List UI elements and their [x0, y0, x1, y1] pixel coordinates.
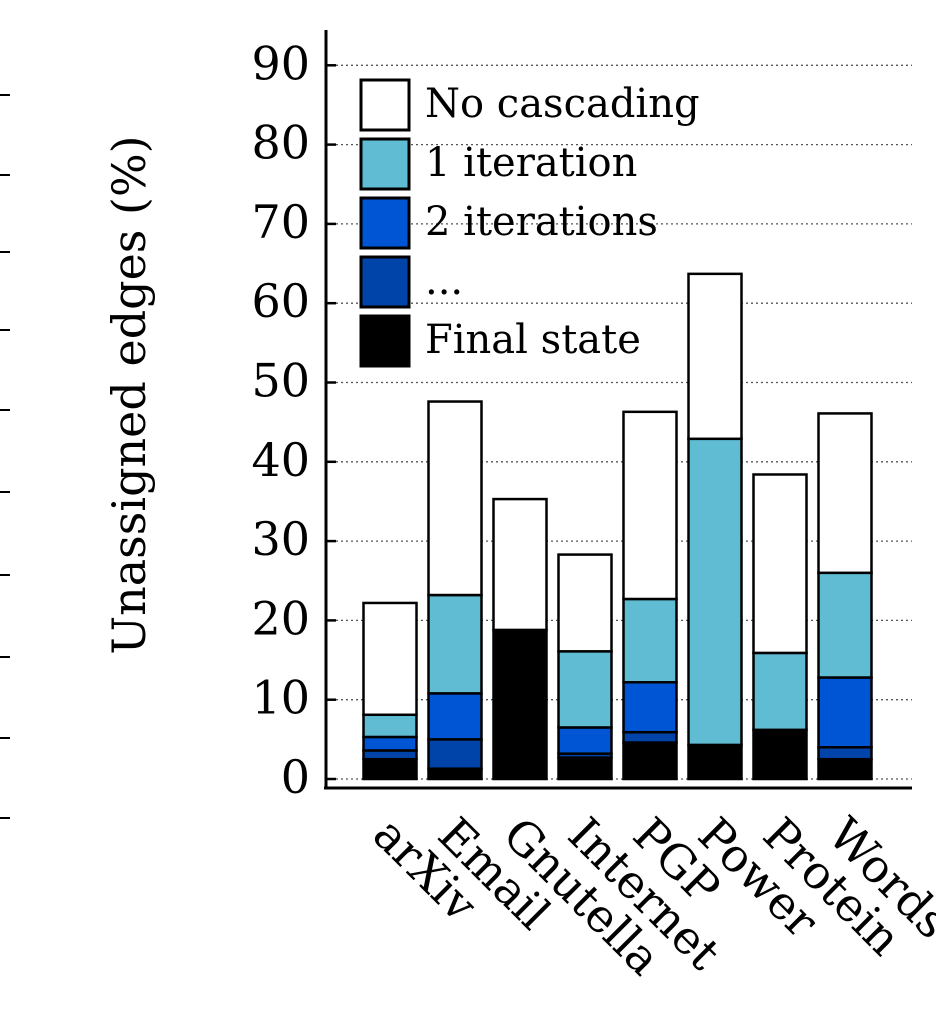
bar-segment-1-iteration — [427, 593, 483, 695]
axes — [324, 30, 912, 790]
bar-segment- — [622, 730, 678, 744]
legend-swatch — [359, 314, 411, 368]
bar-segment-1-iteration — [687, 437, 743, 747]
bar-segment- — [362, 749, 418, 761]
bar-segment-final-state — [427, 767, 483, 781]
y-tick-label: 80 — [251, 116, 310, 170]
y-tick-label: 60 — [251, 274, 310, 328]
bar-segment-no-cascading — [427, 400, 483, 597]
x-tick-labels: arXivEmailGnutellaInternetPGPPowerProtei… — [363, 807, 936, 986]
legend-swatch — [359, 137, 411, 191]
bar-segment-1-iteration — [557, 650, 613, 729]
bar-segment- — [817, 746, 873, 761]
y-tick-label: 20 — [251, 591, 310, 645]
legend-swatch — [359, 196, 411, 250]
bar-segment-no-cascading — [362, 601, 418, 717]
cropped-neighbor-axis — [0, 94, 10, 819]
legend-swatch — [359, 255, 411, 309]
y-tick-label: 40 — [251, 433, 310, 487]
bar-segment-final-state — [817, 757, 873, 781]
bar-segment-no-cascading — [557, 553, 613, 653]
bar-segment-final-state — [687, 743, 743, 781]
y-tick-label: 30 — [251, 512, 310, 566]
y-tick-label: 50 — [251, 354, 310, 408]
y-axis-label: Unassigned edges (%) — [102, 135, 156, 654]
bars — [362, 272, 873, 781]
y-tick-label: 0 — [281, 750, 310, 804]
bar-segment-1-iteration — [622, 597, 678, 684]
bar-segment-final-state — [752, 728, 808, 781]
bar-segment-final-state — [492, 628, 548, 781]
y-tick-label: 10 — [251, 671, 310, 725]
bar-segment-1-iteration — [817, 571, 873, 679]
bar-segment-1-iteration — [362, 713, 418, 739]
bar-segment-no-cascading — [752, 473, 808, 655]
bar-segment-no-cascading — [687, 272, 743, 441]
bar-segment-2-iterations — [622, 681, 678, 734]
bar-segment-2-iterations — [427, 692, 483, 741]
legend-label: No cascading — [425, 81, 700, 127]
bar-segment-2-iterations — [557, 726, 613, 755]
legend-label: ... — [425, 258, 463, 304]
bar-segment- — [427, 738, 483, 770]
bar-segment-final-state — [557, 756, 613, 781]
y-tick-label: 70 — [251, 195, 310, 249]
bar-segment-2-iterations — [817, 676, 873, 749]
bar-segment-no-cascading — [817, 412, 873, 575]
bar-segment-no-cascading — [622, 410, 678, 601]
bar-segment-1-iteration — [752, 651, 808, 732]
legend-swatch — [359, 78, 411, 132]
bar-segment-no-cascading — [492, 497, 548, 632]
legend: No cascading 1 iteration 2 iterations... Fi… — [359, 78, 700, 368]
bar-segment-2-iterations — [362, 735, 418, 752]
legend-label: 1 iteration — [425, 140, 637, 186]
y-ticks: 0 10 20 30 40 50 60 70 80 90 — [251, 36, 336, 804]
bar-segment-final-state — [622, 741, 678, 781]
legend-label: 2 iterations — [425, 199, 658, 245]
legend-label: Final state — [425, 317, 641, 363]
y-tick-label: 90 — [251, 36, 310, 90]
bar-segment-final-state — [362, 757, 418, 781]
